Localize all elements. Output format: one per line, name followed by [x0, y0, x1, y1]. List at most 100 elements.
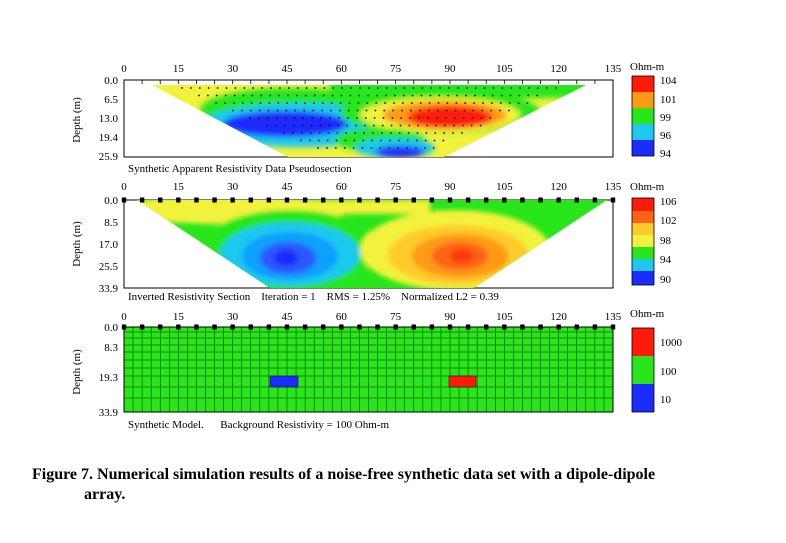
data-point [406, 147, 408, 149]
electrode-marker [574, 197, 579, 203]
data-point [347, 117, 349, 119]
data-point [465, 87, 468, 89]
data-point [328, 124, 331, 127]
data-point [376, 94, 378, 97]
x-tick-label: 60 [336, 181, 348, 193]
panel-3-synthetic-model: 0 15 30 45 60 75 90 105 120 135 Depth (m) 0.0 8.3… [71, 308, 683, 431]
electrode-marker [212, 197, 217, 203]
electrode-marker [502, 324, 507, 330]
panel-2-legend-colorbar [631, 197, 655, 286]
panel-3-y-tick: 0.0 [104, 322, 118, 334]
panel-3-legend-value: 10 [660, 394, 672, 406]
data-point [368, 87, 370, 89]
data-point [340, 94, 343, 97]
data-point [444, 124, 446, 127]
panel-1-contour-fill [152, 85, 586, 157]
data-point [379, 147, 382, 149]
data-point [510, 87, 513, 89]
data-point [472, 109, 475, 112]
data-point [443, 132, 446, 134]
data-point [249, 117, 251, 119]
data-point [554, 87, 557, 89]
data-point [284, 117, 287, 119]
data-point [435, 124, 437, 127]
electrode-marker [538, 197, 543, 203]
data-point [356, 109, 359, 112]
data-point [327, 132, 330, 134]
data-point [338, 109, 341, 112]
data-point [536, 94, 539, 97]
data-point [370, 147, 373, 149]
electrode-marker [357, 197, 362, 203]
electrode-marker [393, 197, 398, 203]
data-point [344, 139, 347, 142]
data-point [258, 117, 260, 119]
data-point [309, 139, 311, 142]
data-point [359, 87, 361, 89]
panel-2-legend-value: 98 [660, 235, 672, 247]
data-point [207, 94, 209, 97]
data-point [389, 139, 391, 142]
data-point [408, 124, 411, 127]
x-tick-label: 105 [496, 181, 513, 193]
data-point [372, 124, 375, 127]
electrode-marker [302, 197, 308, 203]
data-point [373, 117, 376, 119]
data-point [242, 94, 245, 97]
panel-1-y-label: Depth (m) [71, 97, 83, 143]
data-point [350, 87, 352, 89]
data-point [392, 109, 395, 112]
data-point [336, 132, 339, 134]
data-point [462, 117, 465, 119]
data-point [233, 94, 236, 97]
data-point [275, 117, 278, 119]
figure-caption: Figure 7. Numerical simulation results o… [32, 465, 762, 505]
data-point [500, 94, 503, 97]
data-point [317, 147, 319, 149]
panel-1-legend-colorbar [631, 75, 655, 157]
data-point [410, 102, 413, 104]
data-point [528, 87, 530, 89]
x-tick-label: 0 [121, 181, 127, 193]
data-point [216, 87, 219, 89]
data-point [269, 94, 272, 97]
panel-1-data-points [181, 87, 557, 149]
data-point [300, 139, 302, 142]
data-point [338, 117, 340, 119]
data-point [329, 117, 331, 119]
electrode-marker [610, 324, 616, 330]
x-tick-label: 15 [173, 63, 185, 75]
data-point [361, 147, 364, 149]
data-point [292, 124, 295, 127]
panel-1-legend-unit: Ohm-m [630, 61, 665, 73]
panel-1-y-tick: 25.9 [99, 151, 119, 163]
x-tick-label: 120 [550, 181, 567, 193]
electrode-marker [230, 197, 235, 203]
electrode-marker [176, 324, 181, 330]
electrode-marker [139, 197, 145, 203]
panel-1-y-tick: 0.0 [104, 75, 118, 87]
data-point [318, 132, 321, 134]
data-point [354, 132, 357, 134]
panel-1-y-tick: 6.5 [104, 94, 118, 106]
data-point [421, 87, 424, 89]
electrode-marker [520, 197, 525, 203]
panel-1-legend-value: 101 [660, 94, 677, 106]
electrode-marker [520, 324, 525, 330]
data-point [453, 117, 456, 119]
data-point [215, 102, 217, 104]
data-point [302, 117, 305, 119]
electrode-marker [230, 324, 235, 330]
electrode-marker [592, 197, 598, 203]
x-tick-label: 135 [605, 311, 622, 323]
data-point [303, 109, 306, 112]
data-point [349, 94, 352, 97]
data-point [455, 102, 458, 104]
data-point [225, 87, 228, 89]
data-point [313, 94, 316, 97]
data-point [287, 94, 289, 97]
data-point [401, 109, 403, 112]
data-point [249, 109, 252, 112]
data-point [448, 87, 450, 89]
data-point [383, 109, 386, 112]
